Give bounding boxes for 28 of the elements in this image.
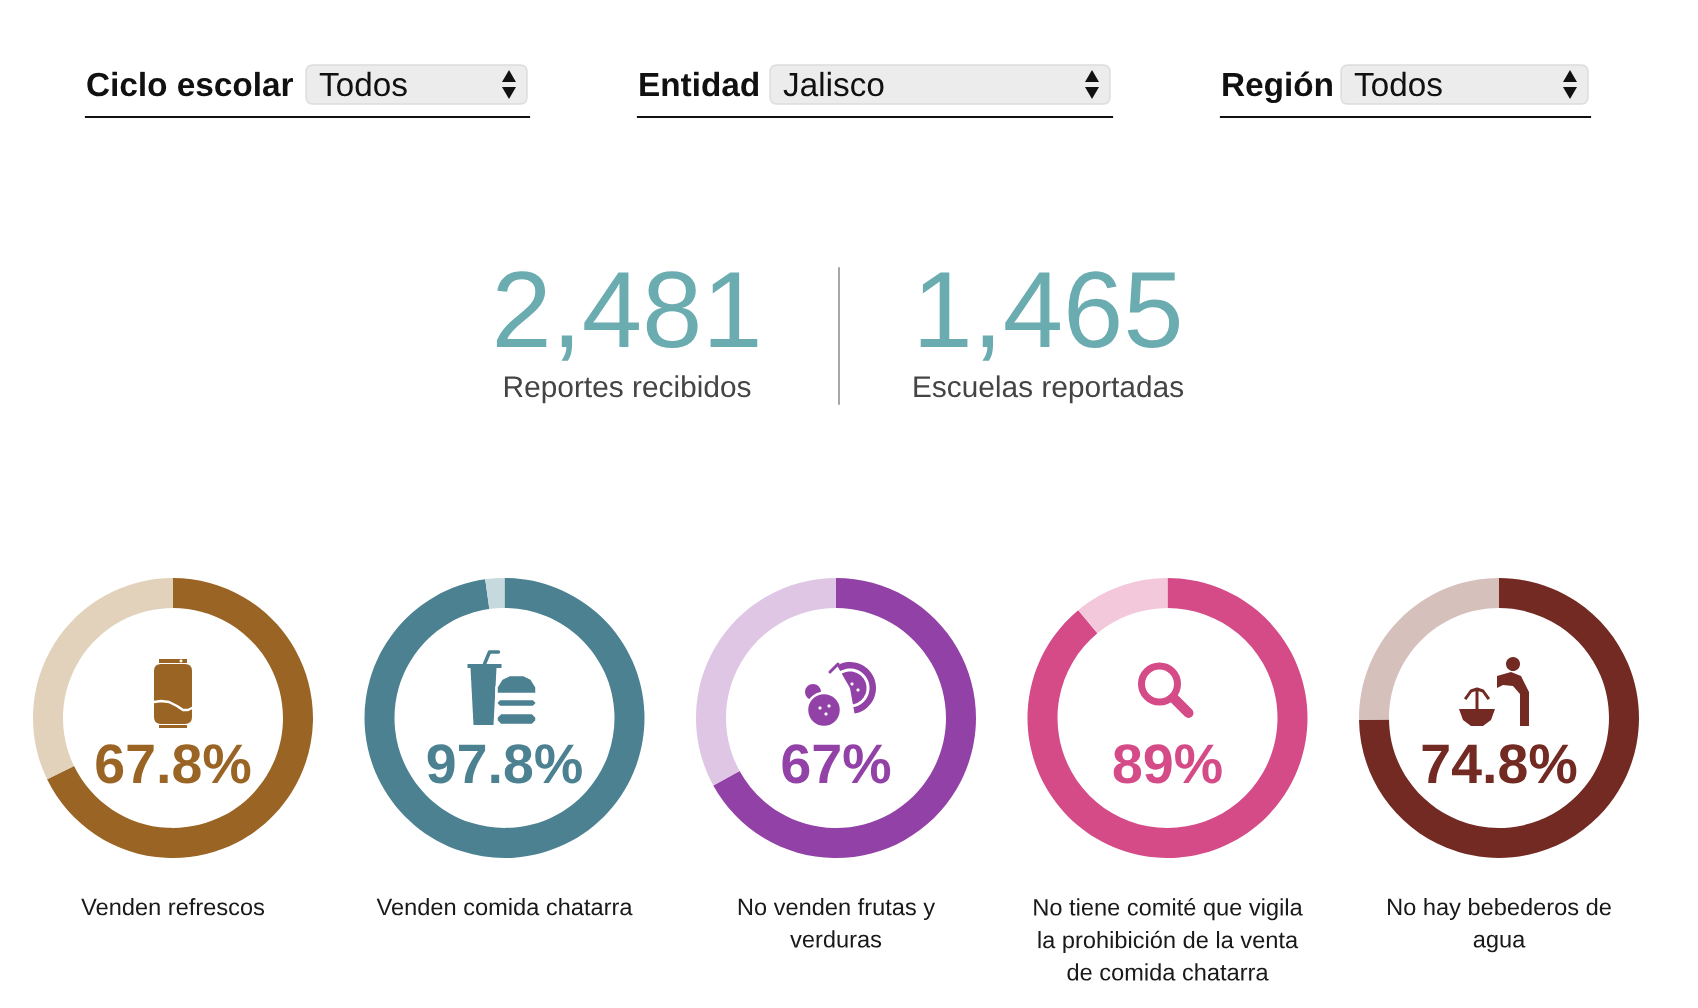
text: 1,465	[920, 271, 1180, 361]
donut-slice	[713, 578, 976, 858]
text: Venden refrescos	[81, 898, 265, 916]
text: Región	[1223, 71, 1332, 104]
text: 89%	[1113, 744, 1222, 784]
text: 67%	[782, 744, 891, 784]
text: 67.8%	[96, 744, 251, 784]
text: Todos	[1354, 71, 1442, 97]
text: Entidad	[640, 71, 759, 97]
donut-slice	[1359, 578, 1639, 858]
donut-slice	[1359, 578, 1499, 720]
text: No tiene comité que vigila la prohibición de la venta de comida chatarra	[1034, 898, 1303, 981]
donut-slice	[47, 578, 313, 858]
donut-slice	[1027, 578, 1308, 858]
donut-slice	[1078, 578, 1168, 634]
text: Venden comida chatarra	[376, 898, 633, 916]
text: No hay bebederos de agua	[1388, 898, 1611, 953]
donut-slice	[485, 578, 505, 610]
text: Todos	[319, 71, 407, 97]
donut-slice	[364, 578, 645, 858]
text: Escuelas reportadas	[914, 375, 1184, 404]
text: Jalisco	[783, 71, 884, 97]
text: No venden frutas y verduras	[738, 898, 936, 948]
text: 74.8%	[1422, 744, 1577, 784]
text: Ciclo escolar	[87, 71, 293, 97]
text: 97.8%	[427, 744, 582, 784]
text: 2,481	[496, 271, 758, 361]
text: Reportes recibidos	[504, 375, 751, 404]
